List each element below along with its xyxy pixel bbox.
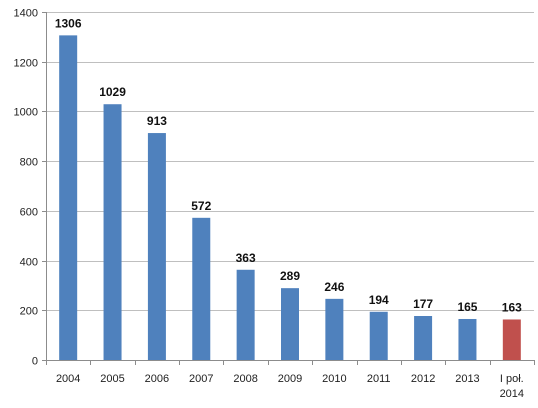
- data-label: 177: [413, 297, 433, 311]
- data-label: 572: [191, 199, 211, 213]
- x-tick-label: 2010: [322, 373, 346, 385]
- y-tick-label: 800: [20, 157, 38, 169]
- data-label: 363: [236, 251, 256, 265]
- bar: [236, 269, 255, 360]
- data-label: 1306: [55, 16, 82, 30]
- bar: [502, 319, 521, 360]
- y-tick-label: 400: [20, 257, 38, 269]
- bar: [147, 133, 166, 360]
- x-axis-tick-labels: 2004 2005 2006 2007 2008 2009 2010 2011 2012 2013…: [56, 373, 524, 400]
- x-tick-label: 2013: [455, 373, 479, 385]
- data-labels: 1306 1029 913 572 363 289 246 194 177 165 163: [55, 16, 522, 314]
- bar: [103, 104, 122, 360]
- y-tick-label: 1000: [14, 107, 38, 119]
- x-tick-label: 2008: [233, 373, 257, 385]
- data-label: 165: [457, 300, 477, 314]
- axes: [42, 12, 535, 365]
- bar: [458, 318, 477, 360]
- data-label: 913: [147, 114, 167, 128]
- bar: [369, 311, 388, 360]
- bar: [59, 35, 78, 360]
- x-tick-label: 2007: [189, 373, 213, 385]
- y-axis-tick-labels: 0 200 400 600 800 1000 1200 1400: [14, 8, 38, 368]
- y-tick-label: 1200: [14, 58, 38, 70]
- y-tick-label: 200: [20, 306, 38, 318]
- y-tick-label: 0: [32, 356, 38, 368]
- x-tick-label: 2009: [278, 373, 302, 385]
- x-tick-label: 2012: [411, 373, 435, 385]
- bar: [325, 298, 344, 360]
- gridlines: [46, 12, 534, 311]
- x-tick-label: 2005: [100, 373, 124, 385]
- data-label: 246: [324, 280, 344, 294]
- data-label: 163: [502, 300, 522, 314]
- y-tick-label: 600: [20, 207, 38, 219]
- bars: [59, 35, 521, 360]
- bar: [192, 217, 211, 360]
- data-label: 194: [369, 293, 389, 307]
- bar: [281, 288, 299, 360]
- data-label: 1029: [99, 85, 126, 99]
- x-tick-label: 2006: [145, 373, 169, 385]
- x-tick-label: 2004: [56, 373, 80, 385]
- data-label: 289: [280, 269, 300, 283]
- y-tick-label: 1400: [14, 8, 38, 20]
- x-tick-label: I poł. 2014: [500, 373, 524, 400]
- bar: [414, 316, 433, 360]
- x-tick-label: 2011: [367, 373, 391, 385]
